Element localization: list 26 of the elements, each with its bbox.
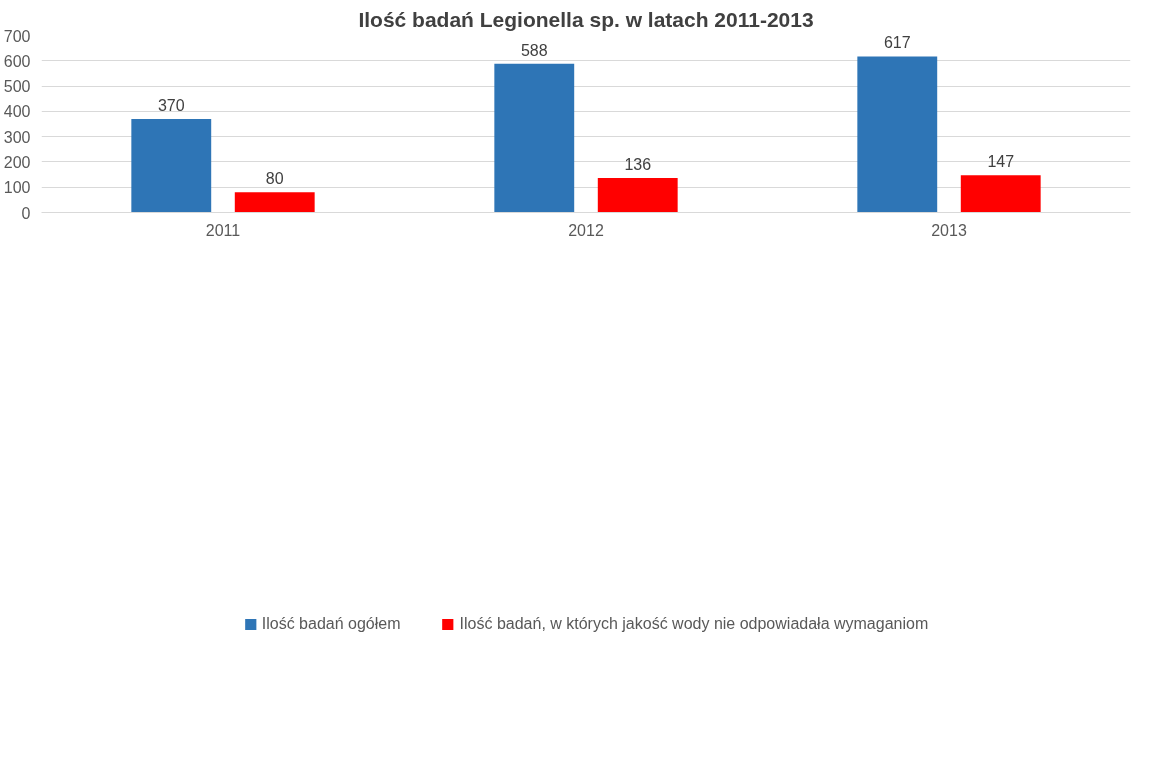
x-tick-label: 2012 — [568, 221, 604, 239]
y-tick-label: 600 — [3, 52, 31, 70]
legend-label: Ilość badań ogółem — [261, 614, 401, 633]
bar — [494, 63, 575, 213]
data-label: 617 — [883, 34, 911, 52]
bar — [597, 178, 678, 213]
y-tick-label: 200 — [3, 153, 31, 171]
legend-label: Ilość badań, w których jakość wody nie odpowiadała wymaganiom — [459, 614, 929, 633]
data-label: 147 — [987, 153, 1015, 171]
y-tick-label: 300 — [3, 128, 31, 146]
y-tick-label: 700 — [3, 27, 31, 45]
chart-title: Ilość badań Legionella sp. w latach 2011-2013 — [358, 7, 814, 31]
y-tick-label: 500 — [3, 78, 31, 96]
bar — [234, 192, 315, 213]
x-tick-label: 2011 — [205, 221, 241, 239]
data-label: 588 — [520, 41, 548, 59]
bar — [131, 118, 212, 213]
data-label: 136 — [624, 156, 652, 174]
y-tick-label: 100 — [3, 179, 31, 197]
y-tick-label: 400 — [3, 103, 31, 121]
y-tick-label: 0 — [21, 204, 31, 222]
bar — [857, 56, 938, 213]
x-tick-label: 2013 — [931, 221, 967, 239]
bar — [960, 175, 1041, 213]
data-label: 370 — [157, 96, 185, 114]
data-label: 80 — [265, 170, 284, 188]
